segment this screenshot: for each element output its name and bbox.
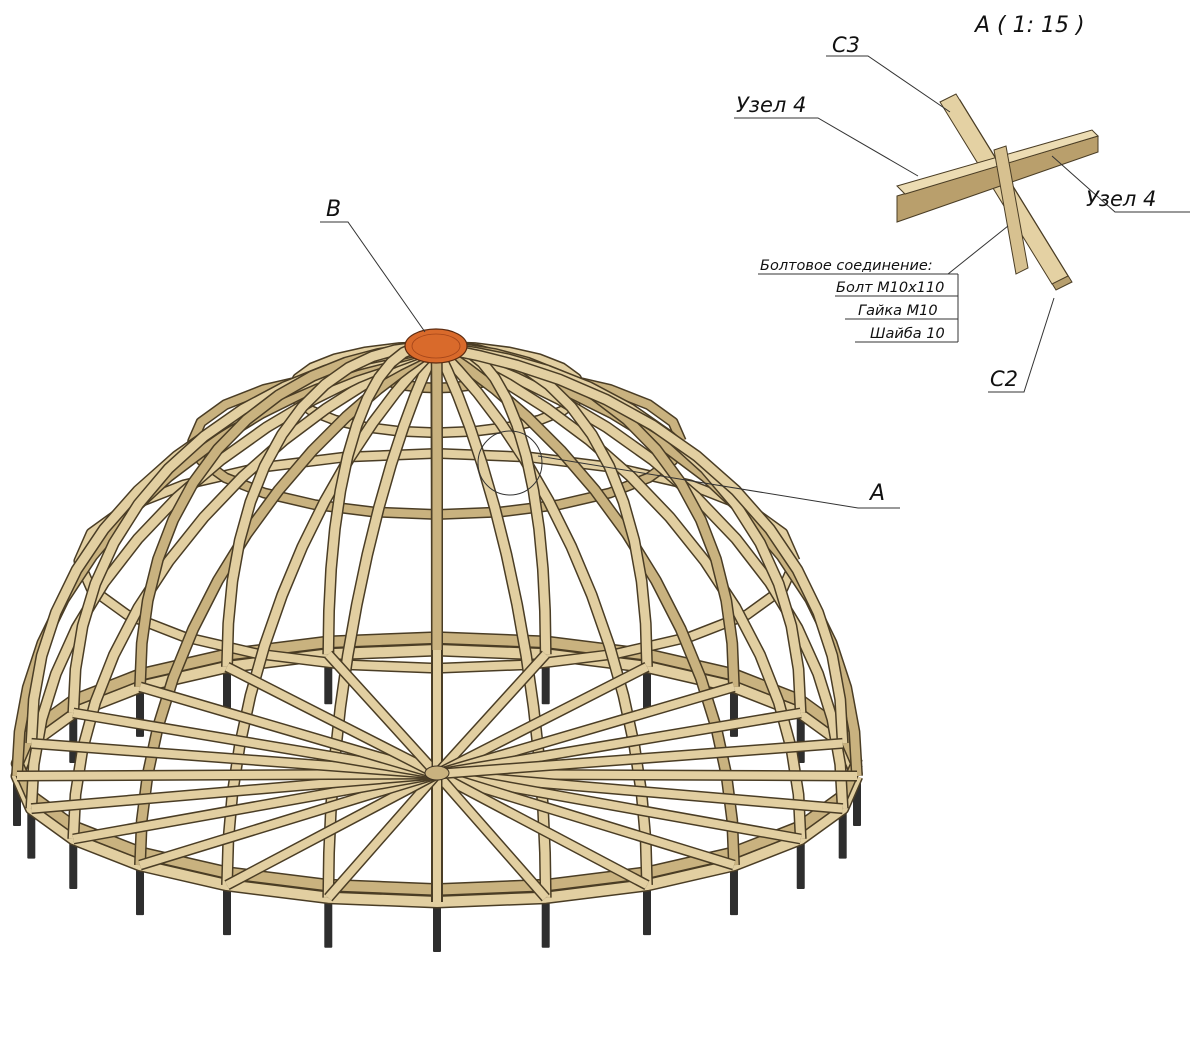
foundation-post <box>223 668 231 717</box>
foundation-post <box>27 810 36 859</box>
detail-view-a: A ( 1: 15 ) C3 Узел 4 Узел 4 C2 <box>734 13 1190 393</box>
bolt-heading: Болтовое соединение: <box>760 258 933 274</box>
foundation-post <box>541 899 550 948</box>
top-hub-ring <box>411 333 461 359</box>
floor-beam <box>72 770 438 843</box>
foundation-post <box>223 887 231 936</box>
foundation-post <box>796 841 805 889</box>
callout-a: A <box>477 430 900 509</box>
label-c3: C3 <box>832 33 860 57</box>
joint-assembly <box>896 93 1099 291</box>
floor-beam <box>31 739 438 778</box>
floor-hub <box>424 765 450 781</box>
floor-beam <box>436 709 802 778</box>
floor-beam <box>433 771 549 901</box>
floor-beam <box>225 663 439 778</box>
washer-item: Шайба 10 <box>870 326 945 342</box>
bolt-item: Болт М10х110 <box>836 280 944 296</box>
floor-beam <box>435 770 736 869</box>
foundation-post <box>433 904 441 952</box>
floor-beam <box>435 770 649 889</box>
leader-c3 <box>826 55 951 113</box>
label-node-left: Узел 4 <box>736 93 806 117</box>
callout-a-label: A <box>868 481 885 506</box>
floor-beam <box>436 770 844 813</box>
top-hub <box>404 328 468 364</box>
floor-beam <box>325 771 441 901</box>
floor-beam <box>225 770 439 889</box>
floor-beam <box>138 770 439 869</box>
label-c2: C2 <box>990 367 1018 391</box>
foundation-post <box>324 899 333 948</box>
label-node-right: Узел 4 <box>1086 187 1156 211</box>
callout-b-leader <box>320 221 426 333</box>
floor-beam <box>434 651 549 777</box>
foundation-post <box>69 841 78 889</box>
floor-beams <box>16 650 858 902</box>
floor-beam <box>435 683 736 778</box>
foundation-post <box>643 887 651 936</box>
leader-node-right <box>1051 155 1190 213</box>
leader-node-left <box>734 117 919 177</box>
callout-a-leader <box>537 455 900 509</box>
floor-beam <box>16 770 438 780</box>
floor-beam <box>325 651 440 777</box>
floor-beam <box>436 770 802 843</box>
callout-b: B <box>320 197 426 333</box>
foundation-post <box>643 668 651 717</box>
rib-beam <box>434 341 848 744</box>
foundation-post <box>838 810 847 859</box>
floor-beam <box>436 770 858 780</box>
bolt-spec: Болтовое соединение: Болт М10х110 Гайка … <box>758 225 1009 343</box>
leader-c2 <box>988 297 1055 393</box>
bolt-leader <box>947 225 1009 275</box>
foundation-post <box>729 867 738 916</box>
callout-b-label: B <box>326 197 341 222</box>
nut-item: Гайка М10 <box>858 303 938 319</box>
callout-a-circle <box>477 430 543 496</box>
rib-beam <box>431 341 442 650</box>
floor-beam <box>436 739 843 778</box>
floor-beam <box>435 663 649 778</box>
detail-title: A ( 1: 15 ) <box>973 13 1085 38</box>
floor-beam <box>72 709 438 778</box>
floor-beam <box>138 683 439 778</box>
joint-plate <box>993 145 1029 275</box>
foundation-post <box>136 867 145 916</box>
